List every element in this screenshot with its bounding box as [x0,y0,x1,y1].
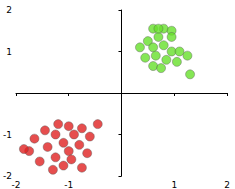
svg-text:2: 2 [224,180,230,189]
svg-text:-2: -2 [11,180,20,189]
svg-text:1: 1 [171,180,177,189]
svg-text:1: 1 [6,47,12,57]
svg-text:-1: -1 [3,130,12,140]
svg-text:2: 2 [6,5,12,15]
svg-text:-1: -1 [64,180,73,189]
